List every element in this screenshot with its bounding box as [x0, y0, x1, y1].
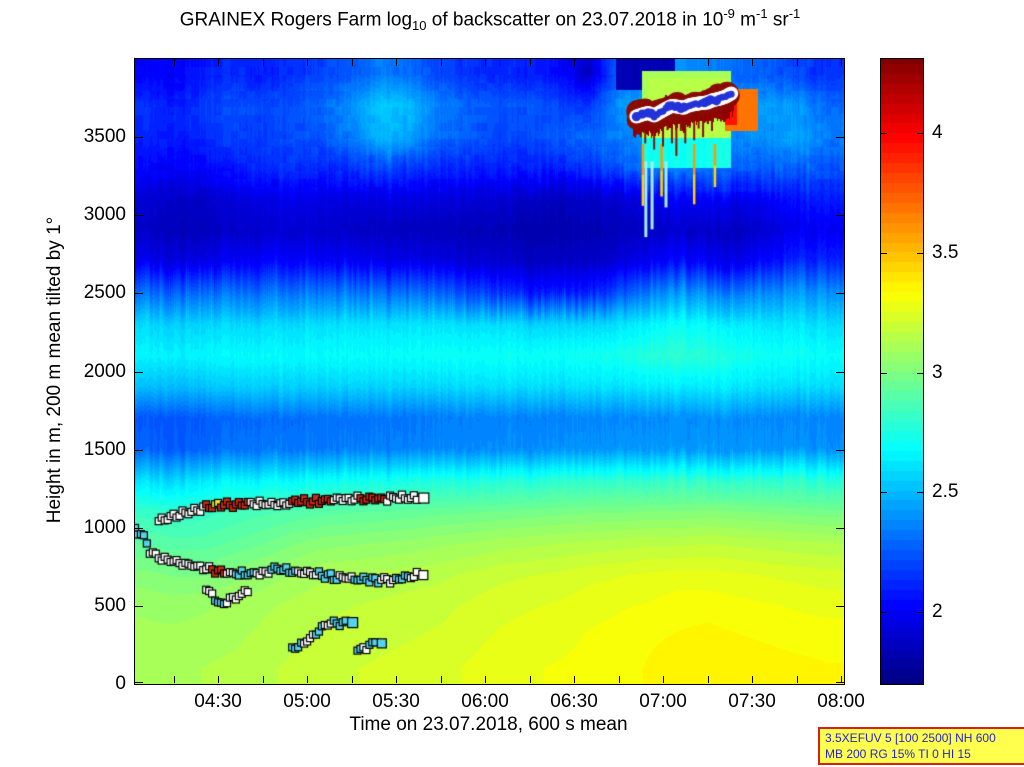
x-tick-top — [841, 59, 843, 66]
y-tick-right — [836, 527, 844, 529]
colorbar-tick-right — [917, 612, 923, 614]
y-axis-label: Height in m, 200 m mean tilted by 1° — [44, 216, 65, 524]
x-tick-top — [485, 59, 487, 66]
x-tick — [351, 676, 353, 683]
x-tick-top — [218, 59, 220, 66]
y-tick — [135, 215, 143, 217]
x-tick — [618, 676, 620, 683]
y-tick-label: 2000 — [83, 360, 126, 382]
x-tick — [529, 676, 531, 683]
y-tick — [135, 371, 143, 373]
chart-title: GRAINEX Rogers Farm log10 of backscatter… — [179, 6, 801, 34]
x-tick — [307, 676, 309, 683]
plot-area — [134, 58, 845, 685]
x-tick — [752, 676, 754, 683]
y-tick — [135, 527, 143, 529]
y-tick — [135, 293, 143, 295]
x-tick-top — [796, 59, 798, 66]
y-tick — [135, 449, 143, 451]
x-tick-label: 07:00 — [639, 691, 687, 712]
x-tick-top — [529, 59, 531, 66]
x-tick-label: 04:30 — [194, 691, 242, 712]
colorbar-tick — [881, 492, 887, 494]
x-tick — [796, 676, 798, 683]
colorbar-tick-label: 3 — [932, 361, 943, 383]
y-tick-right — [836, 449, 844, 451]
x-tick-top — [262, 59, 264, 66]
y-tick-label: 500 — [94, 594, 126, 616]
x-tick-label: 05:30 — [372, 691, 420, 712]
x-tick-top — [707, 59, 709, 66]
colorbar-tick-right — [917, 133, 923, 135]
x-tick — [262, 676, 264, 683]
y-tick-right — [836, 371, 844, 373]
x-tick — [663, 676, 665, 683]
y-tick — [135, 682, 143, 683]
x-tick-top — [574, 59, 576, 66]
x-tick — [396, 676, 398, 683]
x-tick — [218, 676, 220, 683]
y-tick-right — [836, 137, 844, 139]
y-tick — [135, 137, 143, 139]
x-tick — [707, 676, 709, 683]
x-tick — [574, 676, 576, 683]
y-tick-right — [836, 215, 844, 217]
colorbar-canvas — [881, 59, 923, 684]
y-tick-label: 1500 — [83, 438, 126, 460]
colorbar-tick-right — [917, 372, 923, 374]
x-tick-top — [173, 59, 175, 66]
x-tick — [841, 676, 843, 683]
colorbar-tick — [881, 133, 887, 135]
y-tick-label: 0 — [115, 673, 126, 694]
y-tick-right — [836, 605, 844, 607]
y-tick — [135, 605, 143, 607]
colorbar-tick-label: 2.5 — [932, 481, 959, 503]
y-tick-right — [836, 293, 844, 295]
x-tick-label: 07:30 — [728, 691, 776, 712]
x-tick-top — [307, 59, 309, 66]
annotation-line-1: 3.5XEFUV 5 [100 2500] NH 600 — [825, 731, 996, 745]
x-tick-label: 08:00 — [817, 691, 865, 712]
y-tick-label: 2500 — [83, 282, 126, 304]
x-tick-top — [618, 59, 620, 66]
colorbar-tick — [881, 612, 887, 614]
x-tick-top — [351, 59, 353, 66]
title-subscript: 10 — [412, 18, 427, 34]
colorbar-tick-right — [917, 492, 923, 494]
x-tick-label: 06:00 — [461, 691, 509, 712]
colorbar-tick-label: 4 — [932, 122, 943, 144]
y-tick-label: 3000 — [83, 204, 126, 226]
x-tick-top — [663, 59, 665, 66]
colorbar-tick-label: 3.5 — [932, 241, 959, 263]
parameter-annotation-box: 3.5XEFUV 5 [100 2500] NH 600 MB 200 RG 1… — [818, 727, 1024, 765]
colorbar-tick — [881, 372, 887, 374]
y-tick-label: 3500 — [83, 126, 126, 148]
x-tick-label: 05:00 — [283, 691, 331, 712]
colorbar-tick-right — [917, 252, 923, 254]
annotation-line-2: MB 200 RG 15% TI 0 HI 15 — [825, 747, 971, 761]
y-tick-right — [836, 682, 844, 683]
x-tick-top — [752, 59, 754, 66]
colorbar — [880, 58, 924, 685]
colorbar-tick — [881, 252, 887, 254]
x-tick-top — [396, 59, 398, 66]
title-text: GRAINEX Rogers Farm log — [179, 9, 413, 31]
x-axis-label: Time on 23.07.2018, 600 s mean — [349, 714, 628, 735]
x-tick-label: 06:30 — [550, 691, 598, 712]
x-tick — [485, 676, 487, 683]
y-tick-label: 1000 — [83, 516, 126, 538]
colorbar-tick-label: 2 — [932, 601, 943, 623]
backscatter-heatmap-canvas — [135, 59, 844, 684]
x-tick — [173, 676, 175, 683]
x-tick — [440, 676, 442, 683]
x-tick-top — [440, 59, 442, 66]
